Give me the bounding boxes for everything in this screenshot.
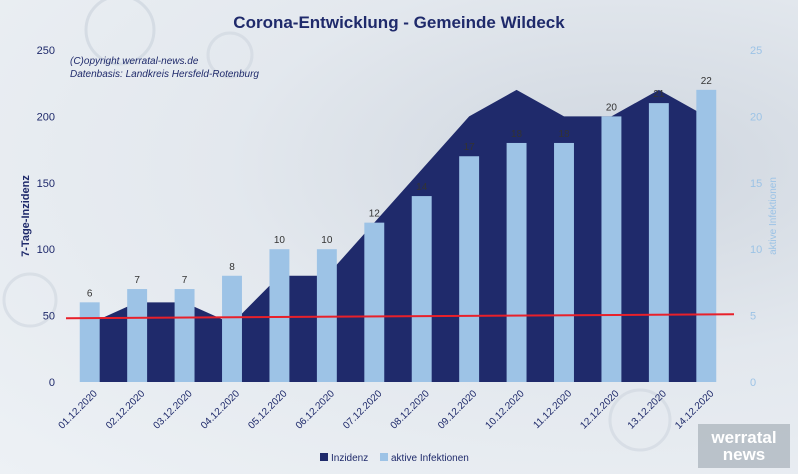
data-label-layer: 6 7 7 8 10 10 12 14 17 18 18 20 21 22: [87, 76, 712, 299]
bar-data-label: 12: [369, 209, 381, 220]
y-tick-label-right: 0: [750, 377, 756, 389]
logo-line-1: werratal: [711, 428, 777, 447]
y-tick-label-left: 100: [37, 244, 55, 256]
bar-data-label: 6: [87, 288, 93, 299]
bar-aktive-infektionen: [364, 222, 385, 382]
x-tick-label: 02.12.2020: [104, 388, 147, 431]
y-tick-label-right: 10: [750, 244, 762, 256]
bar-aktive-infektionen: [696, 89, 717, 382]
area-inzidenz: [89, 89, 707, 382]
legend-label-aktive-infektionen: aktive Infektionen: [391, 453, 469, 464]
x-tick-label: 05.12.2020: [246, 388, 289, 431]
bar-aktive-infektionen: [79, 302, 100, 382]
x-tick-label: 07.12.2020: [341, 388, 384, 431]
logo-line-2: news: [722, 445, 766, 464]
bar-data-label: 7: [182, 275, 188, 286]
virus-decoration: [2, 272, 58, 328]
x-tick-label: 08.12.2020: [389, 388, 432, 431]
y-tick-label-right: 20: [750, 111, 762, 123]
x-tick-label: 01.12.2020: [57, 388, 100, 431]
data-source-note: Datenbasis: Landkreis Hersfeld-Rotenburg: [70, 69, 259, 80]
right-axis: 0 5 10 15 20 25: [750, 45, 762, 389]
brand-logo: werratal news: [698, 424, 790, 468]
x-tick-label: 12.12.2020: [578, 388, 621, 431]
x-tick-label: 09.12.2020: [436, 388, 479, 431]
legend-swatch-aktive-infektionen: [380, 453, 388, 461]
area-layer: [89, 89, 707, 382]
y-axis-label-left: 7-Tage-Inzidenz: [20, 175, 32, 257]
virus-decoration: [206, 31, 254, 79]
copyright-note: (C)opyright werratal-news.de: [70, 56, 199, 67]
legend-swatch-inzidenz: [320, 453, 328, 461]
bar-aktive-infektionen: [269, 249, 290, 382]
bar-aktive-infektionen: [459, 156, 480, 382]
virus-decoration: [608, 388, 672, 452]
bar-data-label: 21: [653, 89, 665, 100]
y-tick-label-left: 200: [37, 111, 55, 123]
y-tick-label-right: 25: [750, 45, 762, 57]
bar-data-label: 22: [701, 76, 713, 87]
y-tick-label-left: 250: [37, 45, 55, 57]
bar-data-label: 14: [416, 182, 428, 193]
bar-data-label: 8: [229, 262, 235, 273]
bar-aktive-infektionen: [174, 289, 195, 382]
x-tick-label: 13.12.2020: [626, 388, 669, 431]
y-tick-label-right: 15: [750, 178, 762, 190]
x-tick-label: 04.12.2020: [199, 388, 242, 431]
x-axis: 01.12.2020 02.12.2020 03.12.2020 04.12.2020…: [57, 388, 717, 431]
legend: Inzidenz aktive Infektionen: [320, 453, 469, 464]
virus-decoration: [84, 0, 156, 66]
bar-data-label: 20: [606, 102, 618, 113]
y-tick-label-left: 0: [49, 377, 55, 389]
left-axis: 0 50 100 150 200 250: [37, 45, 55, 389]
chart-title: Corona-Entwicklung - Gemeinde Wildeck: [233, 13, 565, 32]
x-tick-label: 03.12.2020: [152, 388, 195, 431]
bar-data-label: 18: [558, 129, 570, 140]
y-tick-label-right: 5: [750, 311, 756, 323]
x-tick-label: 11.12.2020: [531, 388, 574, 431]
legend-label-inzidenz: Inzidenz: [331, 453, 368, 464]
bar-aktive-infektionen: [411, 196, 432, 382]
reference-line: [65, 313, 735, 320]
bar-data-label: 18: [511, 129, 523, 140]
y-tick-label-left: 150: [37, 178, 55, 190]
bar-aktive-infektionen: [506, 142, 527, 382]
y-axis-label-right: aktive Infektionen: [768, 177, 779, 255]
bar-aktive-infektionen: [554, 142, 574, 382]
bar-data-label: 10: [321, 235, 333, 246]
bar-aktive-infektionen: [601, 116, 622, 383]
y-tick-label-left: 50: [43, 311, 55, 323]
bar-aktive-infektionen: [127, 289, 148, 382]
bar-aktive-infektionen: [648, 103, 669, 383]
bar-aktive-infektionen: [222, 275, 242, 382]
x-tick-label: 10.12.2020: [484, 388, 527, 431]
bar-aktive-infektionen: [316, 249, 337, 382]
background-decoration: [2, 0, 672, 452]
x-tick-label: 06.12.2020: [294, 388, 337, 431]
bar-layer: [79, 89, 717, 383]
bar-data-label: 10: [274, 235, 286, 246]
bar-data-label: 17: [464, 142, 476, 153]
reference-layer: [65, 313, 735, 320]
bar-data-label: 7: [134, 275, 140, 286]
